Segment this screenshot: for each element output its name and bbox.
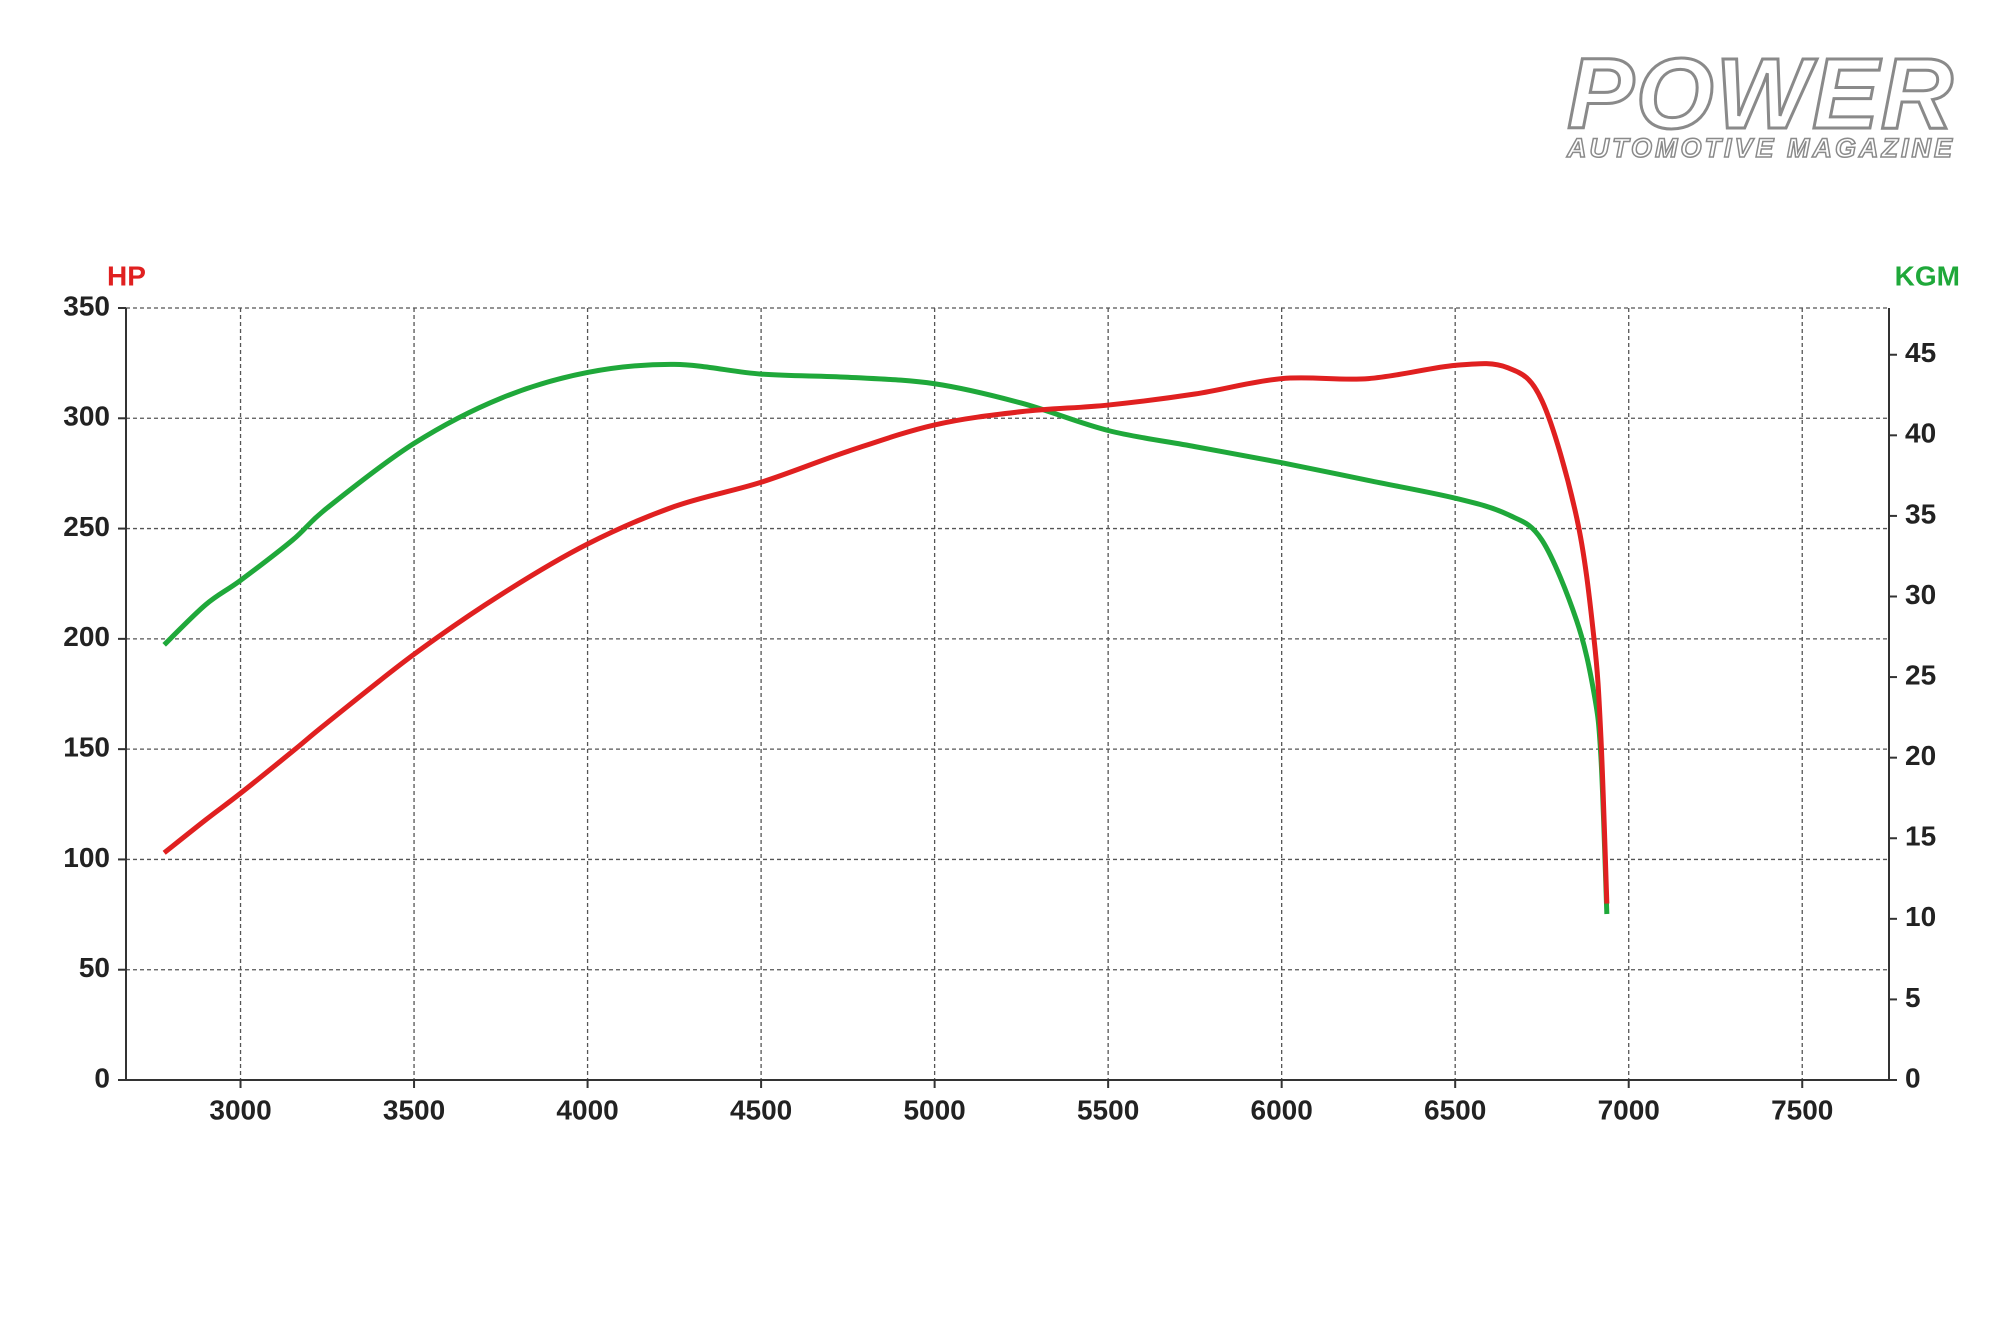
y2-tick-label: 40 <box>1905 418 1936 449</box>
y2-tick-label: 25 <box>1905 659 1936 690</box>
y2-tick-label: 30 <box>1905 579 1936 610</box>
y-tick-label: 350 <box>63 290 110 321</box>
x-tick-label: 7000 <box>1598 1094 1660 1125</box>
y2-tick-label: 45 <box>1905 337 1936 368</box>
y-tick-label: 250 <box>63 511 110 542</box>
x-tick-label: 6000 <box>1251 1094 1313 1125</box>
axis-title: KGM <box>1895 260 1960 291</box>
y-tick-label: 300 <box>63 401 110 432</box>
logo-subtitle: AUTOMOTIVE MAGAZINE <box>1566 133 1955 163</box>
x-tick-label: 5500 <box>1077 1094 1139 1125</box>
y-tick-label: 50 <box>79 952 110 983</box>
y2-tick-label: 20 <box>1905 740 1936 771</box>
y-tick-label: 200 <box>63 621 110 652</box>
axis-title: HP <box>107 260 146 291</box>
line-series <box>162 361 1610 904</box>
x-tick-label: 7500 <box>1771 1094 1833 1125</box>
x-tick-label: 6500 <box>1424 1094 1486 1125</box>
y2-tick-label: 15 <box>1905 821 1936 852</box>
y2-tick-label: 10 <box>1905 901 1936 932</box>
y-tick-label: 150 <box>63 732 110 763</box>
y-tick-label: 100 <box>63 842 110 873</box>
logo-title: POWER <box>1567 38 1955 150</box>
y2-tick-label: 5 <box>1905 982 1921 1013</box>
line-series <box>162 361 1610 915</box>
x-tick-label: 4000 <box>556 1094 618 1125</box>
y-tick-label: 0 <box>94 1062 110 1093</box>
y2-tick-label: 0 <box>1905 1062 1921 1093</box>
x-tick-label: 3000 <box>209 1094 271 1125</box>
x-tick-label: 3500 <box>383 1094 445 1125</box>
x-tick-label: 4500 <box>730 1094 792 1125</box>
x-tick-label: 5000 <box>903 1094 965 1125</box>
y2-tick-label: 35 <box>1905 498 1936 529</box>
